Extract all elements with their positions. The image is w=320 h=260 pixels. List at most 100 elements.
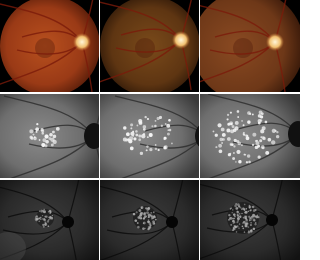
drusen: [233, 152, 235, 154]
infrared-image: [100, 94, 199, 178]
speckle: [233, 215, 236, 218]
drusen: [42, 145, 45, 148]
drusen: [157, 148, 160, 152]
drusen: [158, 115, 163, 120]
drusen: [141, 134, 146, 139]
drusen: [146, 136, 149, 139]
speckle: [247, 210, 250, 212]
drusen: [29, 135, 33, 139]
speckle: [236, 221, 239, 224]
speckle: [137, 225, 140, 229]
drusen: [123, 126, 127, 130]
speckle: [36, 215, 38, 217]
speckle: [243, 231, 246, 233]
speckle: [248, 206, 251, 209]
vessel: [200, 219, 273, 260]
drusen: [154, 147, 158, 151]
drusen: [146, 145, 149, 148]
drusen: [135, 133, 139, 137]
drusen: [242, 124, 245, 127]
drusen: [260, 112, 264, 116]
speckle: [238, 213, 241, 215]
speckle: [237, 217, 240, 221]
speckle: [134, 219, 138, 222]
autofluorescence-image: [200, 180, 300, 260]
optic-disc: [62, 216, 74, 228]
drusen: [265, 150, 270, 155]
speckle: [140, 207, 143, 209]
drusen: [229, 121, 234, 126]
speckle: [147, 216, 150, 219]
drusen: [255, 141, 260, 146]
infrared-image: [200, 94, 300, 178]
speckle: [238, 205, 241, 208]
speckle: [232, 227, 235, 230]
speckle: [49, 212, 51, 214]
speckle: [44, 222, 48, 226]
drusen: [236, 110, 240, 113]
speckle: [135, 211, 138, 214]
vessel: [100, 185, 173, 223]
speckle: [251, 215, 253, 218]
speckle: [249, 223, 253, 227]
drusen: [36, 122, 39, 126]
drusen: [260, 145, 265, 149]
drusen: [156, 116, 160, 120]
speckle: [238, 227, 240, 230]
drusen: [48, 137, 52, 140]
drusen: [236, 149, 241, 154]
speckle: [41, 215, 44, 217]
speckle: [143, 211, 147, 215]
drusen: [217, 123, 222, 128]
drusen: [237, 116, 240, 118]
vessel: [200, 41, 276, 83]
drusen: [168, 118, 171, 122]
drusen: [163, 146, 167, 150]
speckle: [255, 222, 257, 224]
speckle: [252, 213, 256, 217]
speckle: [241, 225, 244, 228]
drusen: [52, 130, 55, 134]
speckle: [144, 227, 146, 230]
optic-disc: [172, 31, 190, 49]
drusen: [167, 129, 170, 131]
drusen: [256, 139, 258, 142]
speckle: [140, 211, 144, 215]
speckle: [35, 218, 38, 222]
speckle: [144, 215, 147, 218]
drusen: [44, 144, 48, 148]
drusen: [226, 118, 229, 121]
speckle: [146, 208, 150, 211]
drusen: [260, 136, 263, 139]
speckle: [148, 213, 151, 217]
infrared-image: [0, 94, 99, 178]
retina: [200, 0, 300, 92]
drusen: [235, 161, 237, 163]
speckle: [42, 218, 44, 220]
page: (() => { JSON.parse(document.getElementB…: [0, 0, 300, 260]
speckle: [149, 224, 151, 227]
speckle: [136, 222, 139, 224]
vessel: [0, 41, 83, 85]
drusen: [226, 113, 230, 117]
drusen: [164, 123, 167, 125]
drusen: [251, 113, 254, 116]
drusen: [168, 128, 172, 132]
drusen: [233, 138, 237, 143]
drusen: [125, 132, 130, 137]
drusen: [142, 125, 147, 129]
speckle: [38, 210, 41, 212]
speckle: [235, 203, 238, 205]
autofluorescence-image: [100, 180, 199, 260]
drusen: [125, 138, 129, 142]
speckle: [49, 216, 52, 219]
drusen: [244, 153, 247, 156]
drusen: [248, 160, 251, 164]
drusen: [130, 131, 135, 136]
drusen: [160, 124, 163, 127]
drusen: [52, 139, 57, 144]
speckle: [242, 216, 245, 219]
speckle: [248, 230, 250, 232]
vessel: [144, 124, 199, 132]
speckle: [242, 207, 245, 210]
